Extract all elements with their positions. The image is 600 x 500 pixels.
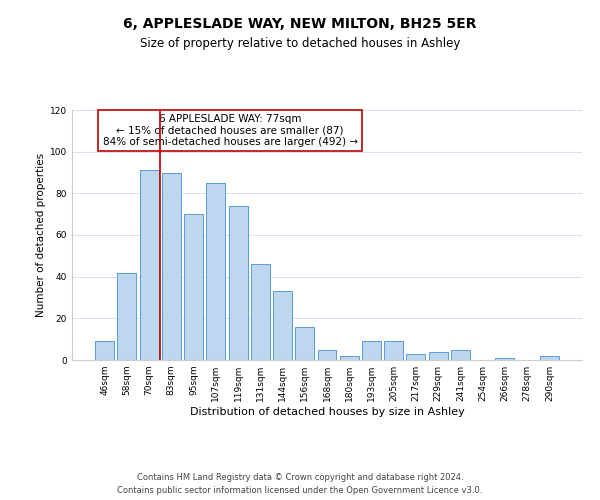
Bar bbox=[362, 341, 381, 360]
Bar bbox=[384, 341, 403, 360]
Bar bbox=[184, 214, 203, 360]
Bar bbox=[406, 354, 425, 360]
Bar bbox=[162, 172, 181, 360]
Bar bbox=[95, 341, 114, 360]
Bar bbox=[140, 170, 158, 360]
Text: 6 APPLESLADE WAY: 77sqm
← 15% of detached houses are smaller (87)
84% of semi-de: 6 APPLESLADE WAY: 77sqm ← 15% of detache… bbox=[103, 114, 358, 147]
X-axis label: Distribution of detached houses by size in Ashley: Distribution of detached houses by size … bbox=[190, 407, 464, 417]
Bar bbox=[451, 350, 470, 360]
Bar bbox=[429, 352, 448, 360]
Bar bbox=[317, 350, 337, 360]
Bar bbox=[340, 356, 359, 360]
Bar bbox=[273, 291, 292, 360]
Text: Contains HM Land Registry data © Crown copyright and database right 2024.
Contai: Contains HM Land Registry data © Crown c… bbox=[118, 474, 482, 495]
Bar bbox=[118, 272, 136, 360]
Bar bbox=[496, 358, 514, 360]
Bar bbox=[540, 356, 559, 360]
Bar bbox=[229, 206, 248, 360]
Text: Size of property relative to detached houses in Ashley: Size of property relative to detached ho… bbox=[140, 38, 460, 51]
Bar bbox=[251, 264, 270, 360]
Y-axis label: Number of detached properties: Number of detached properties bbox=[36, 153, 46, 317]
Text: 6, APPLESLADE WAY, NEW MILTON, BH25 5ER: 6, APPLESLADE WAY, NEW MILTON, BH25 5ER bbox=[123, 18, 477, 32]
Bar bbox=[206, 183, 225, 360]
Bar bbox=[295, 326, 314, 360]
